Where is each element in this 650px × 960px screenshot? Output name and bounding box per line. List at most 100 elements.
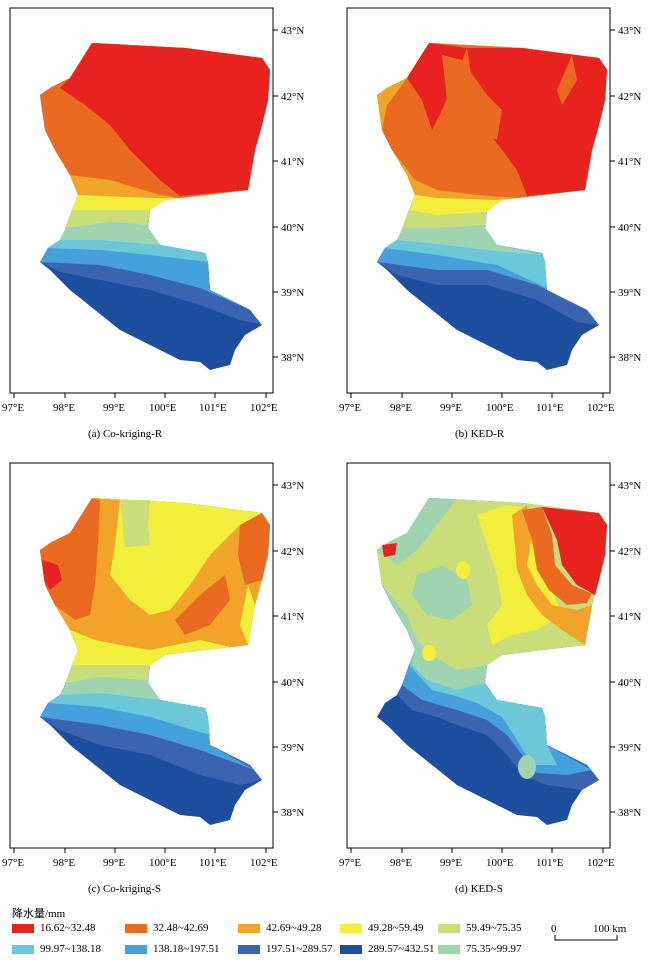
lat-label: 42°N	[618, 91, 641, 103]
legend-label: 197.51~289.57	[266, 943, 333, 955]
lon-label: 98°E	[390, 402, 412, 414]
lon-label: 101°E	[536, 402, 564, 414]
lat-label: 42°N	[618, 546, 641, 558]
legend-swatch	[238, 923, 260, 933]
lat-label: 38°N	[618, 807, 641, 819]
lon-label: 99°E	[440, 857, 462, 869]
map-panel-d: 43°N 42°N 41°N 40°N 39°N 38°N 97°E 98°E …	[337, 455, 650, 905]
legend-swatch	[438, 944, 460, 954]
zone-b-9b	[442, 55, 502, 150]
region-a	[40, 43, 270, 370]
lat-label: 39°N	[618, 287, 641, 299]
zone-c-10	[42, 560, 62, 590]
panel-caption: (a) Co-kriging-R	[88, 428, 163, 440]
panel-caption: (c) Co-kriging-S	[88, 883, 162, 895]
lon-label: 98°E	[53, 402, 75, 414]
lat-ticks-d	[610, 484, 615, 813]
zone-a-10	[60, 43, 270, 196]
lon-ticks-d	[350, 848, 604, 853]
legend-item: 99.97~138.18	[12, 943, 101, 959]
lat-label: 38°N	[618, 352, 641, 364]
legend-label: 59.49~75.35	[466, 922, 522, 934]
legend-label: 42.69~49.28	[266, 922, 322, 934]
lon-label: 98°E	[53, 857, 75, 869]
lat-label: 43°N	[618, 25, 641, 37]
lat-label: 42°N	[281, 91, 304, 103]
legend-swatch	[125, 923, 147, 933]
zone-c-9a	[40, 498, 100, 620]
lon-label: 99°E	[103, 857, 125, 869]
lon-label: 101°E	[199, 857, 227, 869]
lat-label: 41°N	[281, 156, 304, 168]
lat-label: 40°N	[618, 222, 641, 234]
legend-swatch	[125, 944, 147, 954]
legend-swatch	[12, 944, 34, 954]
map-c-svg: 43°N 42°N 41°N 40°N 39°N 38°N 97°E 98°E …	[2, 462, 304, 869]
lon-label: 100°E	[486, 857, 514, 869]
region-b	[377, 43, 607, 370]
lat-label: 40°N	[281, 222, 304, 234]
lat-ticks-a	[273, 29, 278, 358]
lat-label: 39°N	[281, 287, 304, 299]
legend-item: 197.51~289.57	[238, 943, 332, 959]
map-a-svg: 43°N 42°N 41°N 40°N 39°N 38°N 97°E 98°E …	[2, 7, 304, 414]
legend-swatch	[12, 923, 34, 933]
lon-label: 97°E	[339, 402, 361, 414]
panel-caption: (b) KED-R	[455, 428, 505, 440]
lat-label: 39°N	[618, 742, 641, 754]
legend-label: 32.48~42.69	[153, 922, 209, 934]
map-panel-c: 43°N 42°N 41°N 40°N 39°N 38°N 97°E 98°E …	[0, 455, 325, 905]
legend-item: 289.57~432.51	[340, 943, 434, 959]
lon-label: 101°E	[536, 857, 564, 869]
lat-label: 38°N	[281, 807, 304, 819]
legend-swatch	[238, 944, 260, 954]
zone-d-5-blob	[518, 755, 536, 779]
legend-label: 99.97~138.18	[40, 943, 101, 955]
zone-c-9c	[175, 575, 230, 635]
scale-zero: 0	[551, 923, 557, 935]
scale-line	[554, 935, 618, 941]
legend-title: 降水量/mm	[12, 908, 66, 920]
lat-label: 41°N	[618, 611, 641, 623]
map-d-svg: 43°N 42°N 41°N 40°N 39°N 38°N 97°E 98°E …	[339, 462, 641, 869]
lon-label: 100°E	[486, 402, 514, 414]
legend-label: 49.28~59.49	[368, 922, 424, 934]
map-panel-b: 43°N 42°N 41°N 40°N 39°N 38°N 97°E 98°E …	[337, 0, 650, 450]
lat-label: 41°N	[281, 611, 304, 623]
lon-label: 102°E	[250, 402, 278, 414]
lon-label: 99°E	[103, 402, 125, 414]
lat-label: 43°N	[618, 480, 641, 492]
map-b-svg: 43°N 42°N 41°N 40°N 39°N 38°N 97°E 98°E …	[339, 7, 641, 414]
lat-ticks-b	[610, 29, 615, 358]
lon-label: 97°E	[2, 402, 24, 414]
lon-label: 100°E	[149, 402, 177, 414]
region-d	[377, 498, 607, 825]
lon-ticks-b	[350, 393, 604, 398]
zone-d-5c	[412, 565, 472, 620]
zone-d-10	[542, 507, 607, 595]
legend-item: 32.48~42.69	[125, 922, 208, 938]
lat-ticks-c	[273, 484, 278, 813]
scale-bar: 0 100 km	[545, 920, 635, 950]
lon-label: 101°E	[199, 402, 227, 414]
lon-label: 97°E	[339, 857, 361, 869]
lon-ticks-c	[13, 848, 267, 853]
lat-label: 43°N	[281, 25, 304, 37]
lon-ticks-a	[13, 393, 267, 398]
legend-item: 42.69~49.28	[238, 922, 321, 938]
lat-label: 41°N	[618, 156, 641, 168]
zone-d-9	[522, 507, 599, 605]
lat-label: 39°N	[281, 742, 304, 754]
lat-label: 40°N	[281, 677, 304, 689]
legend-label: 75.35~99.97	[466, 943, 522, 955]
zone-d-7-blob1	[456, 561, 470, 579]
zone-d-8	[512, 505, 592, 645]
zone-b-9c	[557, 55, 577, 105]
legend-swatch	[340, 923, 362, 933]
lat-label: 43°N	[281, 480, 304, 492]
zone-c-9b	[238, 513, 270, 585]
legend-swatch	[438, 923, 460, 933]
lat-label: 42°N	[281, 546, 304, 558]
legend-item: 49.28~59.49	[340, 922, 423, 938]
scale-label: 100 km	[593, 923, 627, 935]
